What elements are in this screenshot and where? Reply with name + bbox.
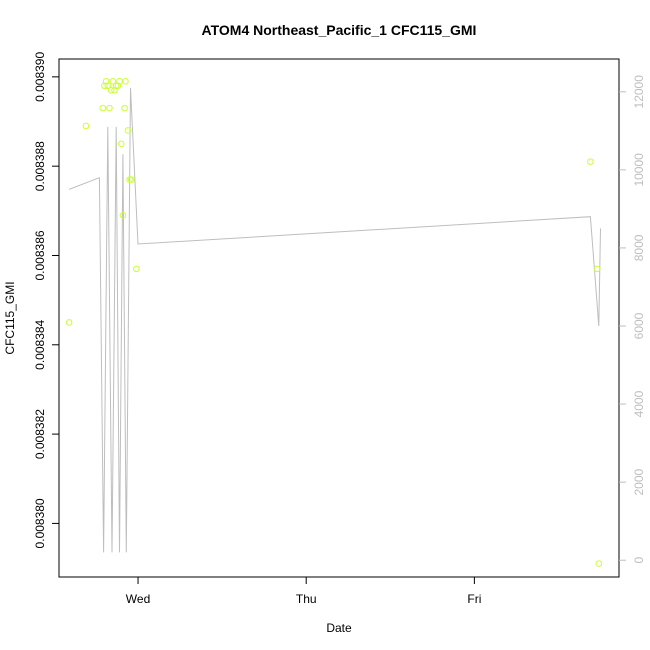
data-point — [595, 560, 603, 567]
y-left-tick-label: 0.008388 — [33, 141, 47, 191]
y-left-tick-label: 0.008382 — [33, 409, 47, 459]
data-point — [109, 78, 117, 85]
y-right-tick-label: 2000 — [632, 468, 646, 495]
scatter-series — [65, 78, 603, 567]
data-point — [119, 211, 127, 219]
y-right-tick-label: 6000 — [632, 312, 646, 339]
x-tick-label: Wed — [126, 592, 150, 606]
line-series — [68, 87, 601, 553]
y-right-tick-label: 0 — [632, 557, 646, 564]
series-line — [68, 87, 601, 553]
y-axis-label: CFC115_GMI — [3, 281, 17, 354]
data-point — [99, 104, 107, 112]
x-tick-label: Fri — [467, 592, 481, 606]
data-point — [107, 86, 115, 94]
x-tick-label: Thu — [296, 592, 317, 606]
data-point — [122, 78, 129, 85]
data-point — [82, 122, 90, 130]
y-left-tick-label: 0.008384 — [33, 319, 47, 369]
data-point — [104, 82, 112, 90]
data-point — [102, 78, 110, 85]
data-point — [587, 158, 594, 166]
data-point — [133, 265, 140, 273]
y-left-tick-label: 0.008386 — [33, 230, 47, 280]
y-right-tick-label: 8000 — [632, 234, 646, 261]
data-point — [106, 104, 113, 112]
data-point — [124, 127, 132, 134]
data-point — [101, 82, 108, 90]
x-axis-label: Date — [326, 621, 352, 635]
data-point — [114, 82, 122, 90]
chart-title: ATOM4 Northeast_Pacific_1 CFC115_GMI — [202, 22, 477, 38]
data-point — [593, 265, 601, 273]
axes: Wed Thu Fri 0.008380 0.008382 0.008384 0.00838… — [33, 52, 646, 606]
data-point — [121, 104, 128, 112]
y-right-tick-label: 12000 — [632, 75, 646, 109]
y-right-tick-label: 10000 — [632, 153, 646, 187]
plot-frame — [58, 58, 620, 578]
data-point — [111, 86, 118, 94]
y-left-tick-label: 0.008390 — [33, 52, 47, 102]
data-point — [117, 140, 125, 148]
data-point — [128, 176, 135, 183]
y-right-tick-label: 4000 — [632, 390, 646, 417]
data-point — [65, 319, 73, 326]
y-left-tick-label: 0.008380 — [33, 498, 47, 548]
